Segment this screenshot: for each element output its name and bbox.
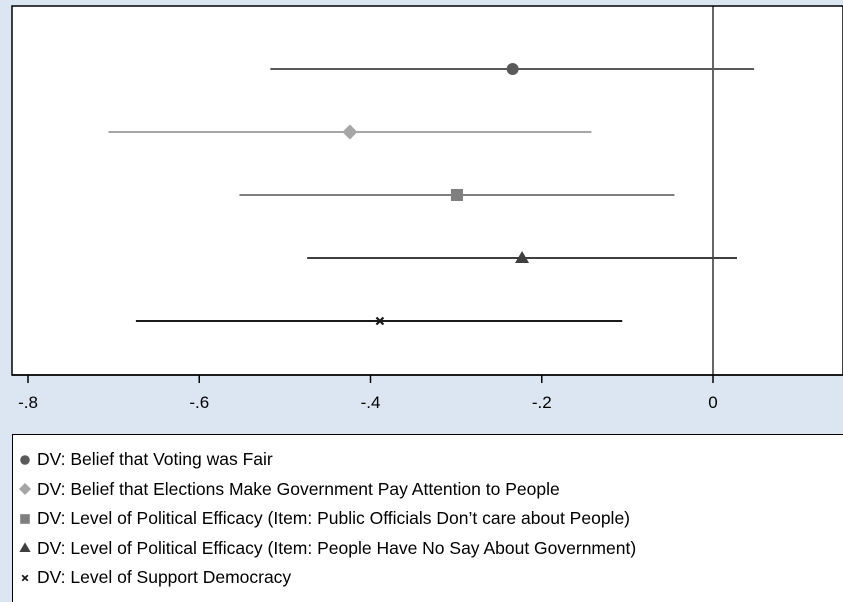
legend-label: DV: Belief that Voting was Fair bbox=[37, 449, 273, 470]
legend-marker bbox=[20, 454, 30, 465]
series-2 bbox=[108, 124, 592, 140]
coefficient-plot: -.8 -.6 -.4 -.2 0 bbox=[11, 5, 843, 412]
legend-triangle-icon bbox=[19, 542, 31, 553]
series-group bbox=[108, 63, 755, 326]
legend-label: DV: Level of Political Efficacy (Item: P… bbox=[37, 508, 631, 529]
legend-item: DV: Level of Support Democracy bbox=[13, 563, 843, 593]
legend: DV: Belief that Voting was Fair DV: Belie… bbox=[12, 434, 843, 602]
x-tick-label: -.4 bbox=[361, 393, 381, 412]
plot-area bbox=[11, 5, 843, 376]
legend-item: DV: Level of Political Efficacy (Item: P… bbox=[13, 534, 843, 564]
point-estimate-x bbox=[375, 316, 385, 326]
legend-item: DV: Level of Political Efficacy (Item: P… bbox=[13, 504, 843, 534]
x-tick-label: -.2 bbox=[532, 393, 552, 412]
legend-x-icon bbox=[21, 574, 29, 582]
legend-label: DV: Level of Political Efficacy (Item: P… bbox=[37, 537, 637, 558]
legend-label: DV: Level of Support Democracy bbox=[37, 567, 292, 588]
point-estimate-diamond bbox=[342, 124, 358, 140]
legend-marker bbox=[19, 483, 31, 496]
series-1 bbox=[270, 63, 755, 75]
legend-diamond-icon bbox=[19, 483, 31, 496]
legend-item: DV: Belief that Elections Make Governmen… bbox=[13, 475, 843, 505]
legend-marker bbox=[20, 513, 30, 524]
legend-label: DV: Belief that Elections Make Governmen… bbox=[37, 478, 560, 499]
series-4 bbox=[307, 251, 737, 263]
x-axis-ticks: -.8 -.6 -.4 -.2 0 bbox=[18, 375, 718, 412]
series-3 bbox=[239, 189, 675, 201]
x-tick-label: -.8 bbox=[18, 393, 38, 412]
x-tick-label: -.6 bbox=[189, 393, 209, 412]
point-estimate-square bbox=[450, 189, 463, 201]
x-tick-label: 0 bbox=[708, 393, 717, 412]
legend-circle-icon bbox=[20, 454, 30, 465]
legend-square-icon bbox=[20, 513, 30, 524]
legend-marker bbox=[21, 574, 29, 582]
point-estimate-circle bbox=[506, 63, 519, 75]
point-estimate-triangle bbox=[515, 251, 530, 263]
series-5 bbox=[135, 316, 623, 326]
legend-marker bbox=[19, 542, 31, 553]
legend-item: DV: Belief that Voting was Fair bbox=[13, 445, 843, 475]
